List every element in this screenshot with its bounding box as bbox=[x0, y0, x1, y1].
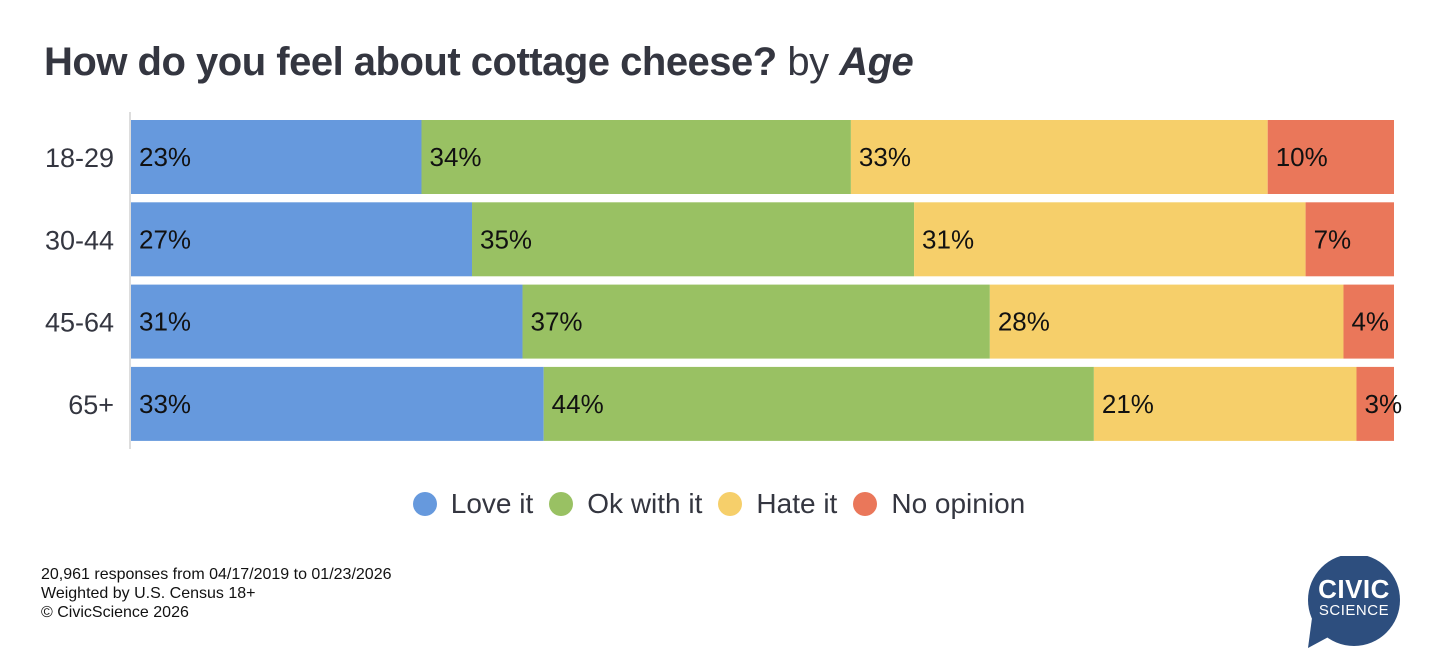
data-label: 3% bbox=[1364, 389, 1402, 419]
data-label: 4% bbox=[1351, 307, 1389, 337]
title-by: by bbox=[787, 40, 829, 84]
bar-segment[interactable] bbox=[1267, 120, 1394, 194]
category-label: 30-44 bbox=[45, 225, 114, 255]
legend-item-hate[interactable]: Hate it bbox=[718, 488, 837, 520]
bar-segment[interactable] bbox=[1356, 366, 1394, 441]
legend-item-love[interactable]: Love it bbox=[412, 488, 534, 520]
bar-segment[interactable] bbox=[131, 120, 422, 194]
footer-weighting: Weighted by U.S. Census 18+ bbox=[41, 585, 256, 602]
data-label: 37% bbox=[531, 307, 583, 337]
bar-segment[interactable] bbox=[1343, 284, 1394, 359]
legend-dot-icon bbox=[853, 492, 878, 516]
bar-segment[interactable] bbox=[1093, 366, 1357, 441]
category-label: 65+ bbox=[68, 390, 114, 420]
data-label: 27% bbox=[139, 224, 191, 254]
legend: Love it Ok with it Hate it No opinion bbox=[0, 488, 1438, 520]
title-dimension: Age bbox=[839, 40, 914, 84]
legend-label: Ok with it bbox=[587, 488, 703, 519]
bar-segment[interactable] bbox=[543, 366, 1094, 441]
title-question: How do you feel about cottage cheese? bbox=[44, 40, 777, 84]
category-label: 18-29 bbox=[45, 143, 114, 173]
chart-title: How do you feel about cottage cheese? by… bbox=[44, 40, 914, 85]
data-label: 10% bbox=[1276, 142, 1328, 172]
legend-label: Love it bbox=[450, 488, 534, 519]
bar-segment[interactable] bbox=[131, 366, 544, 441]
footer-copyright: © CivicScience 2026 bbox=[41, 604, 189, 621]
bar-segment[interactable] bbox=[989, 284, 1344, 359]
bar-segment[interactable] bbox=[472, 202, 915, 277]
legend-item-ok[interactable]: Ok with it bbox=[549, 488, 702, 520]
legend-label: Hate it bbox=[756, 488, 838, 519]
data-label: 31% bbox=[922, 224, 974, 254]
data-label: 28% bbox=[998, 307, 1050, 337]
data-label: 23% bbox=[139, 142, 191, 172]
bar-segment[interactable] bbox=[850, 120, 1268, 194]
data-label: 35% bbox=[480, 224, 532, 254]
logo-text-civic: CIVIC bbox=[1318, 574, 1390, 604]
logo-text-science: SCIENCE bbox=[1318, 602, 1390, 619]
data-label: 44% bbox=[552, 389, 604, 419]
data-label: 31% bbox=[139, 307, 191, 337]
footer-notes: 20,961 responses from 04/17/2019 to 01/2… bbox=[41, 565, 391, 622]
footer-responses: 20,961 responses from 04/17/2019 to 01/2… bbox=[41, 566, 392, 583]
speech-bubble-icon bbox=[1308, 556, 1400, 648]
data-label: 21% bbox=[1102, 389, 1154, 419]
legend-item-no-opinion[interactable]: No opinion bbox=[853, 488, 1025, 520]
data-label: 34% bbox=[429, 142, 481, 172]
data-label: 7% bbox=[1314, 224, 1352, 254]
legend-label: No opinion bbox=[891, 488, 1026, 519]
bar-rows: 18-29 23% 34% 33% 10% 30-44 27% 35% 31% 7% 45-64 31… bbox=[45, 120, 1402, 441]
stacked-bar-chart: 18-29 23% 34% 33% 10% 30-44 27% 35% 31% 7% 45-64 31… bbox=[45, 112, 1402, 449]
data-label: 33% bbox=[139, 389, 191, 419]
category-label: 45-64 bbox=[45, 308, 114, 338]
legend-dot-icon bbox=[412, 492, 437, 516]
legend-dot-icon bbox=[549, 492, 574, 516]
bar-segment[interactable] bbox=[421, 120, 851, 194]
bar-segment[interactable] bbox=[131, 284, 523, 359]
bar-segment[interactable] bbox=[914, 202, 1306, 277]
data-label: 33% bbox=[859, 142, 911, 172]
bar-segment[interactable] bbox=[131, 202, 473, 277]
bar-segment[interactable] bbox=[1305, 202, 1394, 277]
legend-dot-icon bbox=[718, 492, 743, 516]
bar-segment[interactable] bbox=[522, 284, 990, 359]
civicscience-logo: CIVIC SCIENCE bbox=[1306, 556, 1402, 648]
